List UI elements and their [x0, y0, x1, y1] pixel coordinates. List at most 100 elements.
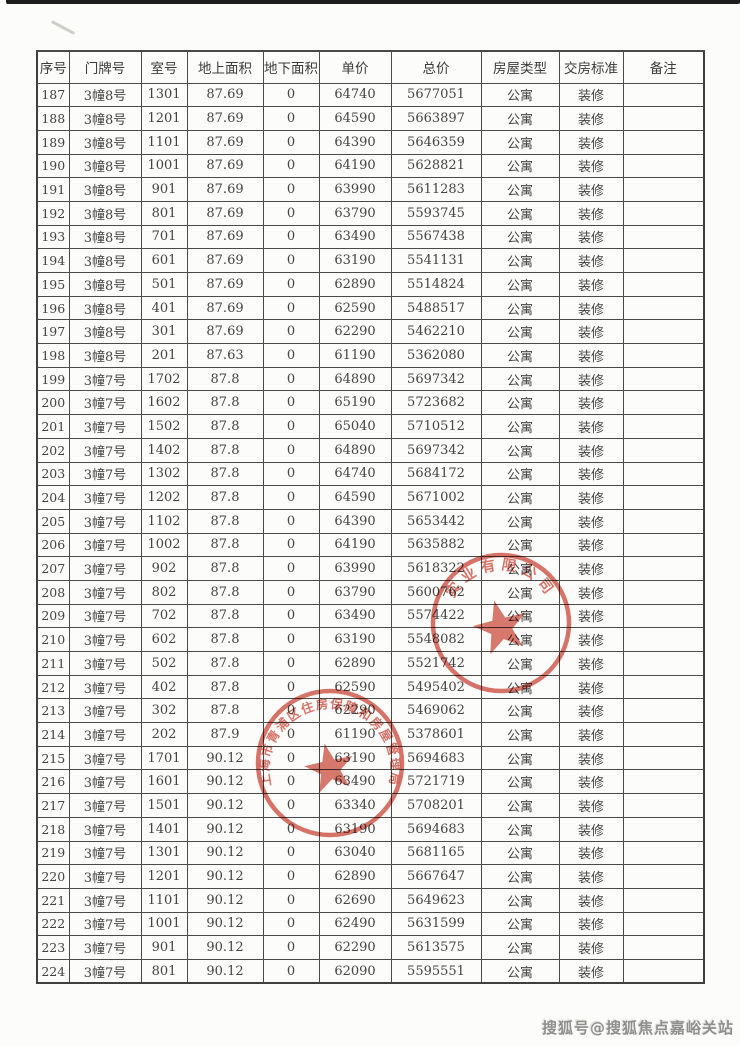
table-cell: 0 [262, 579, 320, 605]
table-cell: 64390 [318, 129, 392, 155]
table-cell: 5721719 [390, 769, 482, 795]
table-cell: 210 [36, 627, 70, 652]
column-header: 交房标准 [558, 50, 624, 84]
table-row: 195 3幢8号 501 87.69 0 62890 5514824 公寓 装修 [36, 272, 705, 297]
table-row: 198 3幢8号 201 87.63 0 61190 5362080 公寓 装修 [36, 343, 705, 368]
table-cell: 公寓 [480, 106, 560, 131]
table-row: 192 3幢8号 801 87.69 0 63790 5593745 公寓 装修 [36, 200, 705, 226]
watermark: 搜狐号@搜狐焦点嘉峪关站 [541, 1019, 734, 1037]
table-row: 204 3幢7号 1202 87.8 0 64590 5671002 公寓 装修 [36, 485, 705, 510]
table-cell [622, 532, 705, 558]
table-cell: 装修 [558, 698, 624, 724]
table-cell: 222 [36, 911, 70, 937]
table-cell: 87.69 [186, 153, 264, 179]
table-cell: 公寓 [480, 745, 560, 771]
table-cell: 公寓 [480, 485, 560, 510]
table-cell: 5694683 [390, 816, 482, 842]
table-cell: 5574422 [390, 603, 482, 629]
table-cell: 214 [36, 722, 70, 747]
table-cell: 装修 [558, 414, 624, 439]
table-cell: 5628821 [390, 153, 482, 179]
table-cell: 87.8 [186, 532, 264, 558]
table-cell: 3幢7号 [68, 769, 142, 795]
table-cell: 0 [262, 82, 320, 108]
table-cell: 90.12 [186, 745, 264, 771]
table-cell: 1001 [140, 911, 188, 937]
table-cell: 3幢7号 [68, 508, 142, 534]
table-cell: 0 [262, 343, 320, 368]
table-cell: 5694683 [390, 745, 482, 771]
table-cell: 63490 [318, 603, 392, 629]
table-cell: 5362080 [390, 343, 482, 368]
table-cell [622, 603, 705, 629]
table-cell [622, 248, 705, 273]
table-cell [622, 224, 705, 250]
table-cell [622, 485, 705, 510]
table-cell: 公寓 [480, 319, 560, 345]
table-cell: 64590 [318, 106, 392, 131]
table-cell: 5663897 [390, 106, 482, 131]
table-cell: 1602 [140, 390, 188, 416]
table-cell: 1502 [140, 414, 188, 439]
table-row: 199 3幢7号 1702 87.8 0 64890 5697342 公寓 装修 [36, 366, 705, 392]
table-cell [622, 911, 705, 937]
table-cell: 3幢7号 [68, 840, 142, 866]
table-cell: 公寓 [480, 556, 560, 581]
table-cell: 3幢7号 [68, 414, 142, 439]
table-cell [622, 390, 705, 416]
table-cell: 63790 [318, 579, 392, 605]
table-cell: 87.8 [186, 698, 264, 724]
table-cell: 802 [140, 579, 188, 605]
table-row: 218 3幢7号 1401 90.12 0 63190 5694683 公寓 装修 [36, 816, 705, 842]
table-cell: 公寓 [480, 603, 560, 629]
table-cell: 87.69 [186, 106, 264, 131]
table-cell: 90.12 [186, 958, 264, 984]
table-cell: 公寓 [480, 200, 560, 226]
table-cell: 87.9 [186, 722, 264, 747]
table-cell: 5635882 [390, 532, 482, 558]
table-cell: 装修 [558, 603, 624, 629]
table-cell [622, 840, 705, 866]
table-cell: 501 [140, 272, 188, 297]
table-cell: 63990 [318, 556, 392, 581]
table-cell: 0 [262, 627, 320, 652]
table-cell: 公寓 [480, 532, 560, 558]
table-cell: 195 [36, 272, 70, 297]
table-cell: 5710512 [390, 414, 482, 439]
table-cell: 0 [262, 106, 320, 131]
table-cell: 1101 [140, 129, 188, 155]
table-cell: 装修 [558, 840, 624, 866]
table-cell: 1001 [140, 153, 188, 179]
table-cell: 0 [262, 651, 320, 676]
table-cell: 702 [140, 603, 188, 629]
column-header: 备注 [622, 50, 705, 84]
table-cell: 87.63 [186, 343, 264, 368]
table-cell: 1002 [140, 532, 188, 558]
table-cell: 0 [262, 911, 320, 937]
table-cell: 63790 [318, 200, 392, 226]
table-cell: 装修 [558, 816, 624, 842]
table-row: 208 3幢7号 802 87.8 0 63790 5600762 公寓 装修 [36, 579, 705, 605]
table-cell: 3幢7号 [68, 366, 142, 392]
table-cell: 装修 [558, 485, 624, 510]
table-cell: 200 [36, 390, 70, 416]
table-row: 215 3幢7号 1701 90.12 0 63190 5694683 公寓 装修 [36, 745, 705, 771]
table-cell: 5708201 [390, 793, 482, 818]
table-cell: 5631599 [390, 911, 482, 937]
table-cell: 5600762 [390, 579, 482, 605]
table-cell [622, 129, 705, 155]
table-cell: 公寓 [480, 366, 560, 392]
table-row: 223 3幢7号 901 90.12 0 62290 5613575 公寓 装修 [36, 935, 705, 960]
table-cell [622, 272, 705, 297]
table-cell: 3幢7号 [68, 485, 142, 510]
table-cell: 64890 [318, 366, 392, 392]
table-cell: 装修 [558, 153, 624, 179]
table-cell: 装修 [558, 461, 624, 487]
table-cell: 3幢7号 [68, 603, 142, 629]
table-cell: 87.8 [186, 437, 264, 463]
table-cell: 0 [262, 437, 320, 463]
table-cell: 公寓 [480, 272, 560, 297]
table-cell: 5593745 [390, 200, 482, 226]
table-cell: 3幢7号 [68, 437, 142, 463]
table-cell: 公寓 [480, 390, 560, 416]
